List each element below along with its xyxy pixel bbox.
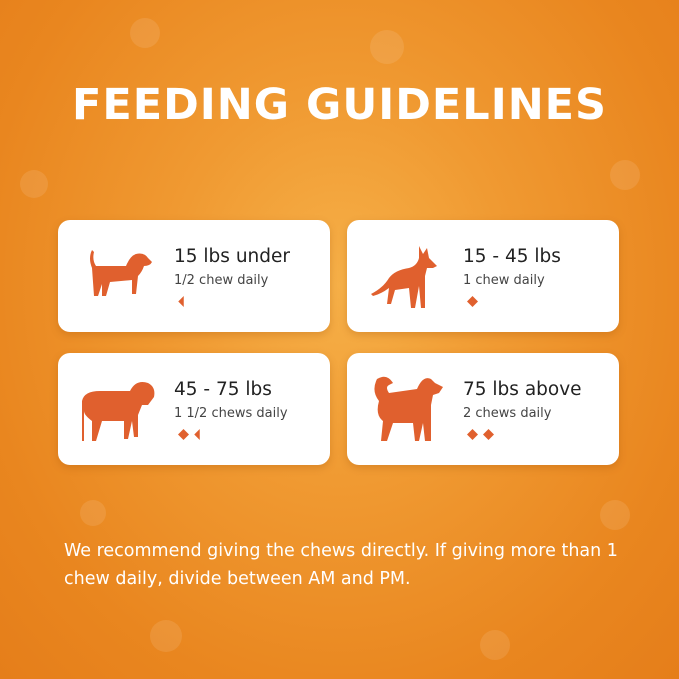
chew-indicator <box>178 429 200 440</box>
feeding-card-large: 45 - 75 lbs 1 1/2 chews daily <box>58 353 330 465</box>
dose-text: 1 1/2 chews daily <box>174 406 288 421</box>
weight-range: 15 lbs under <box>174 246 291 267</box>
feeding-card-xlarge: 75 lbs above 2 chews daily <box>347 353 619 465</box>
chew-icon <box>467 296 478 307</box>
half-chew-icon <box>194 429 200 440</box>
half-chew-icon <box>178 296 184 307</box>
chew-icon <box>467 429 478 440</box>
weight-range: 15 - 45 lbs <box>463 246 561 267</box>
weight-range: 75 lbs above <box>463 379 582 400</box>
mastiff-icon <box>82 382 155 441</box>
weight-range: 45 - 75 lbs <box>174 379 272 400</box>
dose-text: 2 chews daily <box>463 406 552 421</box>
feeding-card-small: 15 lbs under 1/2 chew daily <box>58 220 330 332</box>
great-dane-icon <box>371 246 437 308</box>
small-dog-icon <box>90 250 152 296</box>
chew-icon <box>483 429 494 440</box>
feeding-card-medium: 15 - 45 lbs 1 chew daily <box>347 220 619 332</box>
dose-text: 1 chew daily <box>463 273 545 288</box>
husky-icon <box>374 376 443 441</box>
dose-text: 1/2 chew daily <box>174 273 269 288</box>
chew-indicator <box>467 296 478 307</box>
chew-icon <box>178 429 189 440</box>
page-title: FEEDING GUIDELINES <box>71 80 608 130</box>
chew-indicator <box>467 429 494 440</box>
chew-indicator <box>178 296 184 307</box>
recommendation-note: We recommend giving the chews directly. … <box>64 541 618 589</box>
